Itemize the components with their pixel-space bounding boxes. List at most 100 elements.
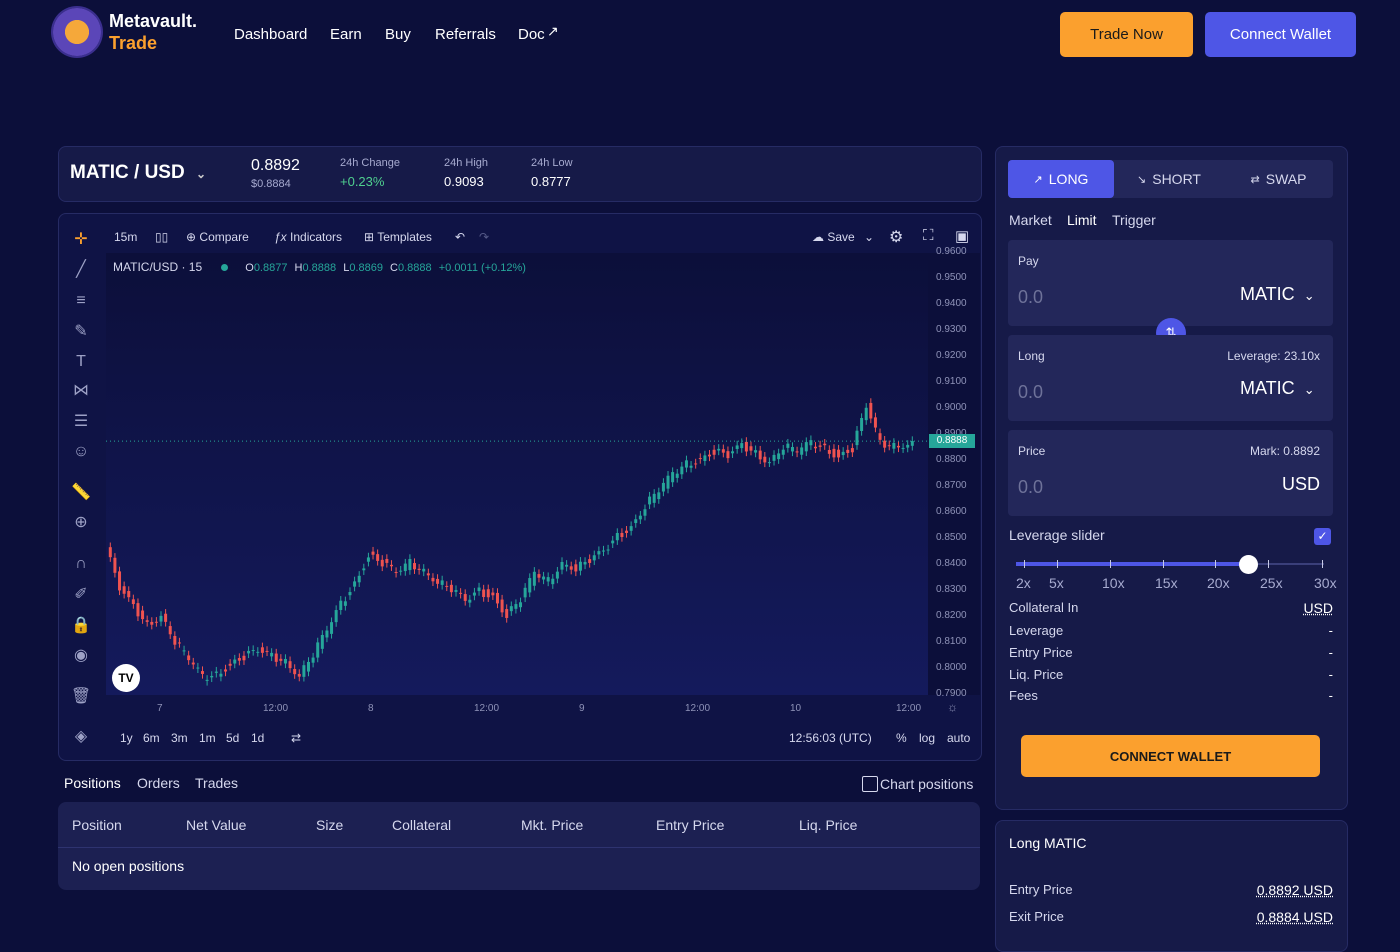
candles-icon[interactable]: ▯▯	[155, 230, 168, 244]
range-5d[interactable]: 5d	[226, 731, 239, 745]
magnet-icon[interactable]: ∩	[70, 553, 92, 575]
range-1y[interactable]: 1y	[120, 731, 133, 745]
candle-body	[164, 614, 167, 622]
templates-button[interactable]: ⊞ Templates	[364, 230, 432, 244]
tab-orders[interactable]: Orders	[137, 775, 180, 791]
trash-icon[interactable]: 🗑	[70, 686, 92, 708]
order-type-trigger[interactable]: Trigger	[1112, 212, 1156, 228]
leverage-mark[interactable]: 5x	[1049, 575, 1064, 591]
candle-body	[731, 451, 734, 453]
candle-body	[662, 483, 665, 492]
nav-doc[interactable]: Doc	[518, 26, 545, 43]
candle-body	[454, 590, 457, 592]
candle-body	[805, 442, 808, 451]
pattern-icon[interactable]: ⋈	[70, 380, 92, 402]
y-tick: 0.8800	[936, 454, 967, 465]
pay-input[interactable]: 0.0	[1018, 287, 1043, 308]
pay-box	[1008, 240, 1333, 326]
tab-positions[interactable]: Positions	[64, 775, 121, 791]
interval-selector[interactable]: 15m	[114, 230, 137, 244]
x-tick: 12:00	[263, 703, 288, 714]
save-button[interactable]: ☁ Save ⌄	[812, 230, 874, 244]
range-3m[interactable]: 3m	[171, 731, 188, 745]
tab-trades[interactable]: Trades	[195, 775, 238, 791]
price-input[interactable]: 0.0	[1018, 477, 1043, 498]
candle-body	[247, 651, 250, 653]
zoom-icon[interactable]: ⊕	[70, 512, 92, 534]
tab-short[interactable]: ↘ SHORT	[1114, 160, 1224, 198]
candle-body	[229, 664, 232, 666]
axis-settings-icon[interactable]: ☼	[947, 700, 958, 714]
ruler-icon[interactable]: 📏	[70, 482, 92, 504]
fib-icon[interactable]: ≡	[70, 290, 92, 312]
leverage-slider-thumb[interactable]	[1239, 555, 1258, 574]
percent-toggle[interactable]: %	[896, 731, 907, 745]
pair-label: MATIC / USD	[70, 162, 185, 183]
order-type-limit[interactable]: Limit	[1067, 212, 1097, 228]
tab-long[interactable]: ↗ LONG	[1008, 160, 1114, 198]
range-6m[interactable]: 6m	[143, 731, 160, 745]
candle-body	[773, 455, 776, 461]
order-connect-wallet-button[interactable]: CONNECT WALLET	[1021, 735, 1320, 777]
leverage-mark[interactable]: 15x	[1155, 575, 1178, 591]
leverage-mark[interactable]: 20x	[1207, 575, 1230, 591]
pay-token-select[interactable]: MATIC ⌄	[1240, 284, 1315, 305]
leverage-mark[interactable]: 25x	[1260, 575, 1283, 591]
long-token-select[interactable]: MATIC ⌄	[1240, 378, 1315, 399]
brush-icon[interactable]: ✎	[70, 321, 92, 343]
nav-buy[interactable]: Buy	[385, 26, 411, 43]
x-tick: 12:00	[474, 703, 499, 714]
eye-icon[interactable]: ◉	[70, 645, 92, 667]
compare-button[interactable]: ⊕ Compare	[186, 230, 249, 244]
candle-body	[851, 448, 854, 452]
candle-body	[685, 460, 688, 467]
lock-icon[interactable]: 🔒	[70, 615, 92, 637]
emoji-icon[interactable]: ☺	[70, 441, 92, 463]
leverage-mark[interactable]: 10x	[1102, 575, 1125, 591]
pair-selector[interactable]: MATIC / USD ⌄	[70, 162, 206, 184]
chart-positions-checkbox[interactable]	[862, 776, 878, 792]
range-1d[interactable]: 1d	[251, 731, 264, 745]
nav-referrals[interactable]: Referrals	[435, 26, 496, 43]
auto-toggle[interactable]: auto	[947, 731, 970, 745]
nav-dashboard[interactable]: Dashboard	[234, 26, 307, 43]
price-chart[interactable]	[106, 253, 928, 695]
candle-body	[233, 660, 236, 664]
fullscreen-icon[interactable]: ⛶	[923, 227, 934, 244]
settings-icon[interactable]: ⚙	[889, 227, 903, 247]
lock-draw-icon[interactable]: ✐	[70, 584, 92, 606]
undo-icon[interactable]: ↶	[455, 230, 465, 244]
detail-collateral-value[interactable]: USD	[1303, 600, 1333, 616]
long-input[interactable]: 0.0	[1018, 382, 1043, 403]
candle-body	[468, 600, 471, 603]
tab-swap[interactable]: ⇄ SWAP	[1224, 160, 1333, 198]
leverage-mark[interactable]: 2x	[1016, 575, 1031, 591]
connect-wallet-button[interactable]: Connect Wallet	[1205, 12, 1356, 57]
candle-body	[745, 442, 748, 452]
indicators-button[interactable]: ƒx Indicators	[274, 230, 342, 244]
redo-icon[interactable]: ↷	[479, 230, 489, 244]
y-tick: 0.9200	[936, 350, 967, 361]
tab-long-label: LONG	[1049, 171, 1089, 187]
forecast-icon[interactable]: ☰	[70, 411, 92, 433]
goto-date-icon[interactable]: ⇄	[291, 731, 301, 745]
candle-body	[178, 642, 181, 643]
logo[interactable]	[53, 8, 101, 56]
trade-now-button[interactable]: Trade Now	[1060, 12, 1193, 57]
leverage-tick	[1322, 560, 1323, 568]
trendline-icon[interactable]: ╱	[70, 259, 92, 281]
price-axis[interactable]	[928, 253, 980, 695]
candle-body	[418, 569, 421, 570]
layers-icon[interactable]: ◈	[70, 726, 92, 748]
candle-body	[358, 576, 361, 582]
crosshair-icon[interactable]: ✛	[70, 229, 92, 251]
candle-body	[791, 447, 794, 451]
camera-icon[interactable]: ▣	[955, 227, 969, 245]
range-1m[interactable]: 1m	[199, 731, 216, 745]
order-type-market[interactable]: Market	[1009, 212, 1052, 228]
leverage-checkbox[interactable]: ✓	[1314, 528, 1331, 545]
leverage-mark[interactable]: 30x	[1314, 575, 1337, 591]
nav-earn[interactable]: Earn	[330, 26, 362, 43]
text-icon[interactable]: T	[70, 351, 92, 373]
log-toggle[interactable]: log	[919, 731, 935, 745]
